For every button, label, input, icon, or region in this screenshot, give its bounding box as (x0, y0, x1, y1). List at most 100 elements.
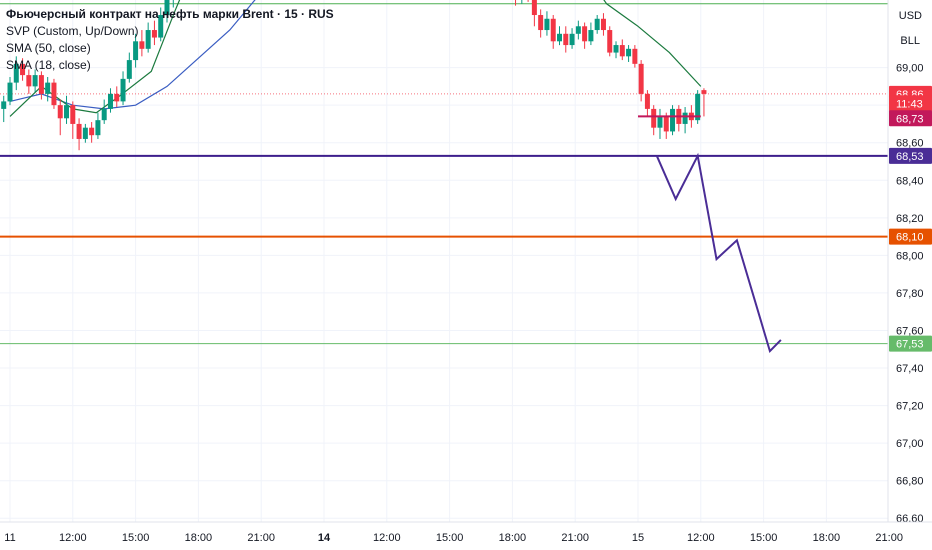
time-tick-label: 11 (4, 532, 15, 544)
candle-body (651, 108, 657, 128)
candle-body (101, 108, 107, 121)
candle-body (45, 82, 51, 94)
price-tick-label: 69,00 (896, 63, 924, 75)
time-tick-label: 15:00 (436, 532, 464, 544)
candle-body (619, 45, 625, 57)
time-tick-label: 21:00 (875, 532, 903, 544)
indicator-sma-50[interactable]: SMA (50, close) (6, 41, 91, 55)
candle-body (701, 90, 707, 94)
candle-body (120, 78, 126, 102)
currency-button[interactable]: USD (898, 10, 922, 22)
time-tick-label: 15:00 (750, 532, 778, 544)
price-label-box (889, 95, 932, 112)
candle-body (13, 63, 19, 83)
candle-body (594, 18, 600, 31)
candle-body (95, 120, 101, 136)
price-label-box (889, 147, 932, 164)
candle-body (70, 105, 76, 124)
candle-body (670, 108, 676, 132)
time-tick-label: 15:00 (122, 532, 150, 544)
candle-body (145, 30, 151, 49)
sma-50-line (9, 0, 256, 110)
price-tick-label: 67,60 (896, 325, 924, 337)
price-label-box (889, 110, 932, 127)
candle-body (32, 75, 38, 87)
candle-body (1, 101, 7, 109)
candle-body (89, 127, 95, 136)
projection-path[interactable] (655, 152, 782, 354)
candle-body (133, 41, 139, 61)
time-tick-label: 14 (318, 532, 331, 544)
candle-body (26, 75, 32, 87)
indicator-sma-18[interactable]: SMA (18, close) (6, 58, 91, 72)
candle-body (588, 30, 594, 42)
price-tick-label: 67,20 (896, 401, 924, 413)
projection-line (655, 152, 782, 354)
candle-body (544, 18, 550, 31)
candle-body (38, 75, 44, 94)
candle-body (695, 93, 701, 121)
time-tick-label: 12:00 (373, 532, 401, 544)
candle-body (600, 18, 606, 31)
candle-body (531, 0, 537, 16)
time-axis-bg (0, 522, 932, 550)
price-label-text: 68,53 (896, 151, 924, 163)
price-label-text: 11:43 (896, 98, 923, 110)
candle-body (114, 93, 120, 102)
price-label-text: 68,10 (896, 232, 924, 244)
gridlines (0, 0, 890, 522)
time-tick-label: 18:00 (499, 532, 527, 544)
time-tick-label: 12:00 (687, 532, 715, 544)
candles (1, 0, 707, 151)
time-axis[interactable]: 11 12:00 15:00 18:00 21:00 14 12:00 15:00 18:00 2… (0, 521, 932, 550)
time-tick-label: 21:00 (247, 532, 275, 544)
candle-body (158, 15, 164, 38)
candle-body (20, 63, 26, 76)
chart-legend: Фьючерсный контракт на нефть марки Brent… (6, 6, 334, 74)
candle-body (151, 30, 157, 38)
time-tick-label: 15 (632, 532, 644, 544)
candle-body (7, 82, 13, 102)
price-tick-label: 68,00 (896, 250, 924, 262)
candle-body (626, 48, 632, 57)
candle-body (139, 41, 145, 49)
price-label-text: 67,53 (896, 339, 924, 351)
candle-body (164, 0, 170, 16)
candle-body (51, 82, 57, 106)
time-tick-label: 18:00 (185, 532, 213, 544)
symbol-title[interactable]: Фьючерсный контракт на нефть марки Brent… (6, 7, 334, 21)
price-label-box (889, 335, 932, 352)
price-tick-label: 67,00 (896, 438, 924, 450)
candle-body (663, 116, 669, 132)
candle-body (644, 93, 650, 109)
indicator-svp[interactable]: SVP (Custom, Up/Down) (6, 24, 139, 38)
candle-body (563, 33, 569, 46)
price-axis[interactable]: 69,0068,8068,6068,4068,2068,0067,8067,60… (887, 0, 932, 550)
candle-body (569, 33, 575, 46)
candle-body (613, 45, 619, 53)
price-tick-label: 68,60 (896, 138, 924, 150)
candle-body (538, 15, 544, 31)
candle-body (657, 116, 663, 128)
candle-body (550, 18, 556, 42)
price-tick-label: 68,40 (896, 175, 924, 187)
time-tick-label: 21:00 (561, 532, 589, 544)
candle-body (76, 123, 82, 139)
candle-body (557, 33, 562, 42)
horizontal-levels (0, 3, 888, 345)
candle-body (575, 26, 581, 34)
candle-body (682, 112, 688, 124)
candle-body (107, 93, 113, 109)
price-tick-label: 68,20 (896, 213, 924, 225)
price-tick-label: 67,40 (896, 363, 924, 375)
candle-body (632, 48, 638, 64)
price-axis-bg (888, 0, 932, 550)
unit-button[interactable]: BLL (900, 35, 920, 47)
price-tick-label: 66,80 (896, 476, 924, 488)
candle-body (638, 63, 644, 94)
time-tick-label: 18:00 (813, 532, 841, 544)
price-label-text: 68,73 (896, 113, 924, 125)
candle-body (126, 60, 132, 79)
